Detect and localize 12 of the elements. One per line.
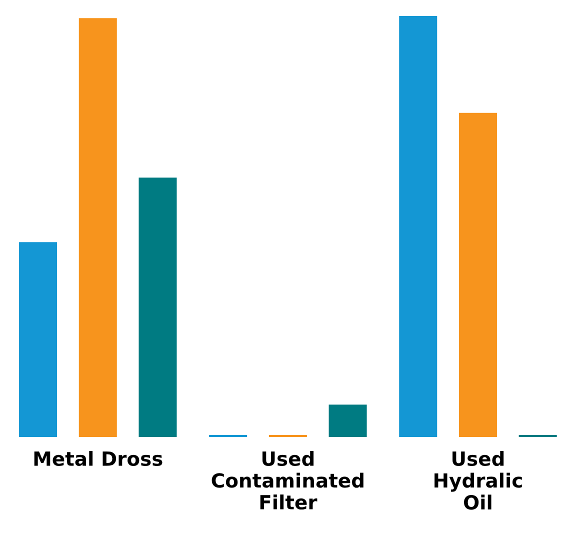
x-tick-label: Used Hydralic Oil xyxy=(434,450,522,510)
bar xyxy=(518,434,557,438)
bar xyxy=(19,242,58,438)
bar xyxy=(78,18,117,438)
bar xyxy=(209,434,248,438)
x-tick-label: Used Contaminated Filter xyxy=(212,450,364,510)
bar xyxy=(268,434,307,438)
bar xyxy=(458,112,497,438)
bar xyxy=(138,178,177,438)
bar xyxy=(399,16,438,438)
bar xyxy=(328,404,367,438)
x-tick-label: Metal Dross xyxy=(34,450,162,466)
